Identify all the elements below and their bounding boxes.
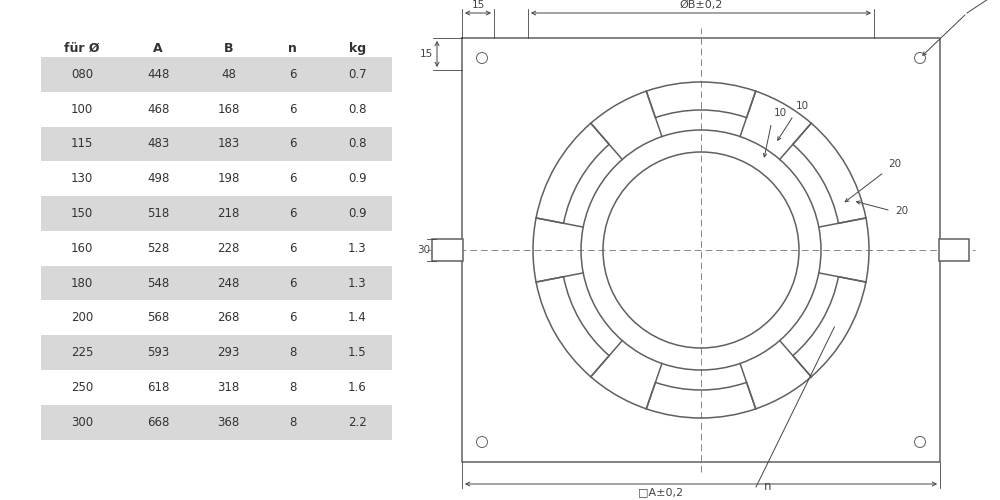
Text: 10: 10 bbox=[796, 100, 809, 110]
Text: 6: 6 bbox=[289, 102, 297, 116]
Bar bbox=[41, 335, 392, 370]
Text: 150: 150 bbox=[71, 207, 93, 220]
Text: 115: 115 bbox=[71, 138, 93, 150]
Text: 0.9: 0.9 bbox=[348, 207, 366, 220]
Bar bbox=[41, 57, 392, 92]
Text: 180: 180 bbox=[71, 276, 93, 289]
Text: 160: 160 bbox=[71, 242, 93, 255]
Text: 6: 6 bbox=[289, 276, 297, 289]
Text: 6: 6 bbox=[289, 312, 297, 324]
Text: 528: 528 bbox=[147, 242, 169, 255]
Text: 293: 293 bbox=[217, 346, 240, 359]
Text: für Ø: für Ø bbox=[64, 42, 100, 54]
Text: n: n bbox=[764, 480, 772, 494]
Text: 6: 6 bbox=[289, 68, 297, 81]
Text: 0.8: 0.8 bbox=[348, 102, 366, 116]
Text: 100: 100 bbox=[71, 102, 93, 116]
Text: 1.5: 1.5 bbox=[348, 346, 366, 359]
Text: 0.9: 0.9 bbox=[348, 172, 366, 185]
Bar bbox=[41, 126, 392, 162]
Text: 318: 318 bbox=[217, 381, 240, 394]
Text: 0.8: 0.8 bbox=[348, 138, 366, 150]
Text: 1.4: 1.4 bbox=[348, 312, 366, 324]
Text: 250: 250 bbox=[71, 381, 93, 394]
Text: 15: 15 bbox=[471, 0, 485, 10]
Text: A: A bbox=[153, 42, 163, 54]
Bar bbox=[432, 239, 463, 261]
Text: 8: 8 bbox=[289, 381, 296, 394]
Text: 30: 30 bbox=[417, 245, 430, 255]
Text: 593: 593 bbox=[147, 346, 169, 359]
Text: 518: 518 bbox=[147, 207, 169, 220]
Bar bbox=[939, 239, 969, 261]
Text: 548: 548 bbox=[147, 276, 169, 289]
Text: 218: 218 bbox=[217, 207, 240, 220]
Text: 483: 483 bbox=[147, 138, 169, 150]
Text: 20: 20 bbox=[895, 206, 908, 216]
Text: 225: 225 bbox=[71, 346, 93, 359]
Text: 130: 130 bbox=[71, 172, 93, 185]
Text: 6: 6 bbox=[289, 207, 297, 220]
Text: 8: 8 bbox=[289, 346, 296, 359]
Text: 080: 080 bbox=[71, 68, 93, 81]
Text: B: B bbox=[224, 42, 233, 54]
Text: 248: 248 bbox=[217, 276, 240, 289]
Text: 468: 468 bbox=[147, 102, 169, 116]
Text: □A±0,2: □A±0,2 bbox=[638, 487, 684, 497]
Text: 498: 498 bbox=[147, 172, 169, 185]
Text: 10: 10 bbox=[774, 108, 787, 118]
Text: 6: 6 bbox=[289, 138, 297, 150]
Text: 2.2: 2.2 bbox=[348, 416, 366, 428]
Text: 1.6: 1.6 bbox=[348, 381, 366, 394]
Bar bbox=[41, 266, 392, 300]
Text: 48: 48 bbox=[221, 68, 236, 81]
Text: 8: 8 bbox=[289, 416, 296, 428]
Text: kg: kg bbox=[349, 42, 366, 54]
Text: 1.3: 1.3 bbox=[348, 276, 366, 289]
Text: 268: 268 bbox=[217, 312, 240, 324]
Text: 183: 183 bbox=[217, 138, 240, 150]
Text: 15: 15 bbox=[420, 49, 433, 59]
Text: 568: 568 bbox=[147, 312, 169, 324]
Text: 448: 448 bbox=[147, 68, 169, 81]
Text: 618: 618 bbox=[147, 381, 169, 394]
Text: 368: 368 bbox=[217, 416, 240, 428]
Text: 668: 668 bbox=[147, 416, 169, 428]
Text: 6: 6 bbox=[289, 242, 297, 255]
Text: 0.7: 0.7 bbox=[348, 68, 366, 81]
Text: 198: 198 bbox=[217, 172, 240, 185]
Bar bbox=[41, 405, 392, 440]
Text: n: n bbox=[288, 42, 297, 54]
Text: 1.3: 1.3 bbox=[348, 242, 366, 255]
Bar bbox=[41, 196, 392, 231]
Text: 6: 6 bbox=[289, 172, 297, 185]
Text: 20: 20 bbox=[888, 159, 901, 169]
Text: 200: 200 bbox=[71, 312, 93, 324]
Text: 300: 300 bbox=[71, 416, 93, 428]
Text: 228: 228 bbox=[217, 242, 240, 255]
Text: 168: 168 bbox=[217, 102, 240, 116]
Text: ØB±0,2: ØB±0,2 bbox=[679, 0, 723, 10]
